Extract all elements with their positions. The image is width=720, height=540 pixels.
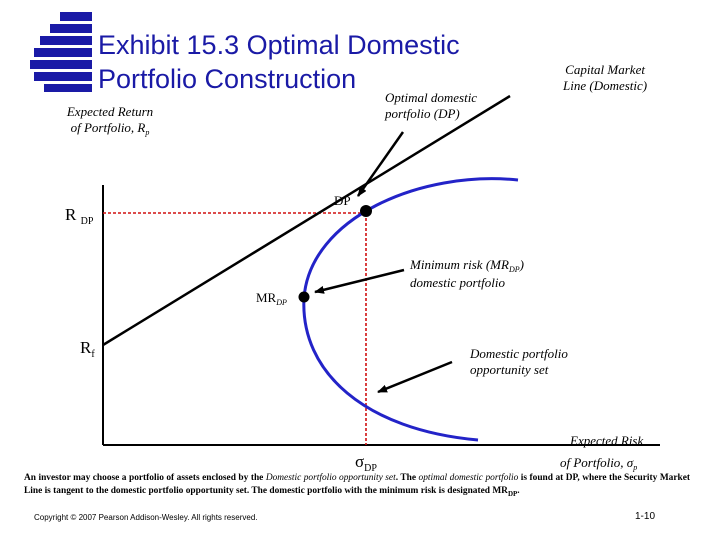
x-axis-label: Expected Risk of Portfolio, σp xyxy=(560,433,644,472)
r-f-tick-label: Rf xyxy=(80,338,95,361)
opportunity-set-arrow xyxy=(377,360,453,394)
optimal-portfolio-arrow xyxy=(356,131,405,197)
publisher-logo xyxy=(30,12,92,92)
dp-point xyxy=(360,205,372,217)
y-axis-label: Expected Return of Portfolio, Rp xyxy=(66,104,154,137)
opportunity-set-frontier xyxy=(302,177,519,442)
sigma-dp-tick-label: σDP xyxy=(355,452,377,475)
capital-market-line xyxy=(102,94,511,347)
min-risk-annotation: Minimum risk (MRDP) domestic portfolio xyxy=(410,257,524,290)
opportunity-set-annotation: Domestic portfolio opportunity set xyxy=(470,346,568,377)
copyright-notice: Copyright © 2007 Pearson Addison-Wesley.… xyxy=(34,513,258,522)
title-line-1: Exhibit 15.3 Optimal Domestic xyxy=(98,30,460,60)
exhibit-title: Exhibit 15.3 Optimal Domestic Portfolio … xyxy=(98,28,518,96)
min-risk-arrow xyxy=(314,268,405,294)
r-dp-tick-label: R DP xyxy=(65,205,94,228)
optimal-portfolio-annotation: Optimal domestic portfolio (DP) xyxy=(385,90,478,121)
figure-caption: An investor may choose a portfolio of as… xyxy=(24,473,691,498)
dp-point-label: DP xyxy=(334,193,351,208)
mrdp-point-label: MRDP xyxy=(256,290,287,307)
title-line-2: Portfolio Construction xyxy=(98,64,357,94)
capital-market-line-annotation: Capital Market Line (Domestic) xyxy=(563,62,648,93)
page-number: 1-10 xyxy=(635,511,656,522)
mrdp-point xyxy=(298,291,310,303)
